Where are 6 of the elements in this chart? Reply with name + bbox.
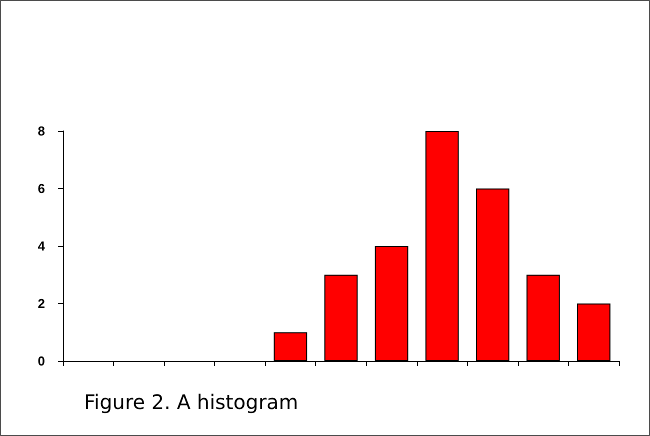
y-tick-label: 6	[38, 181, 45, 196]
text: Figure 2. A histogram	[84, 390, 298, 414]
y-tick-label: 2	[38, 296, 45, 311]
y-tick-label: 8	[38, 124, 45, 138]
y-tick-label: 4	[38, 238, 46, 254]
y-tick-label: 0	[38, 354, 45, 368]
